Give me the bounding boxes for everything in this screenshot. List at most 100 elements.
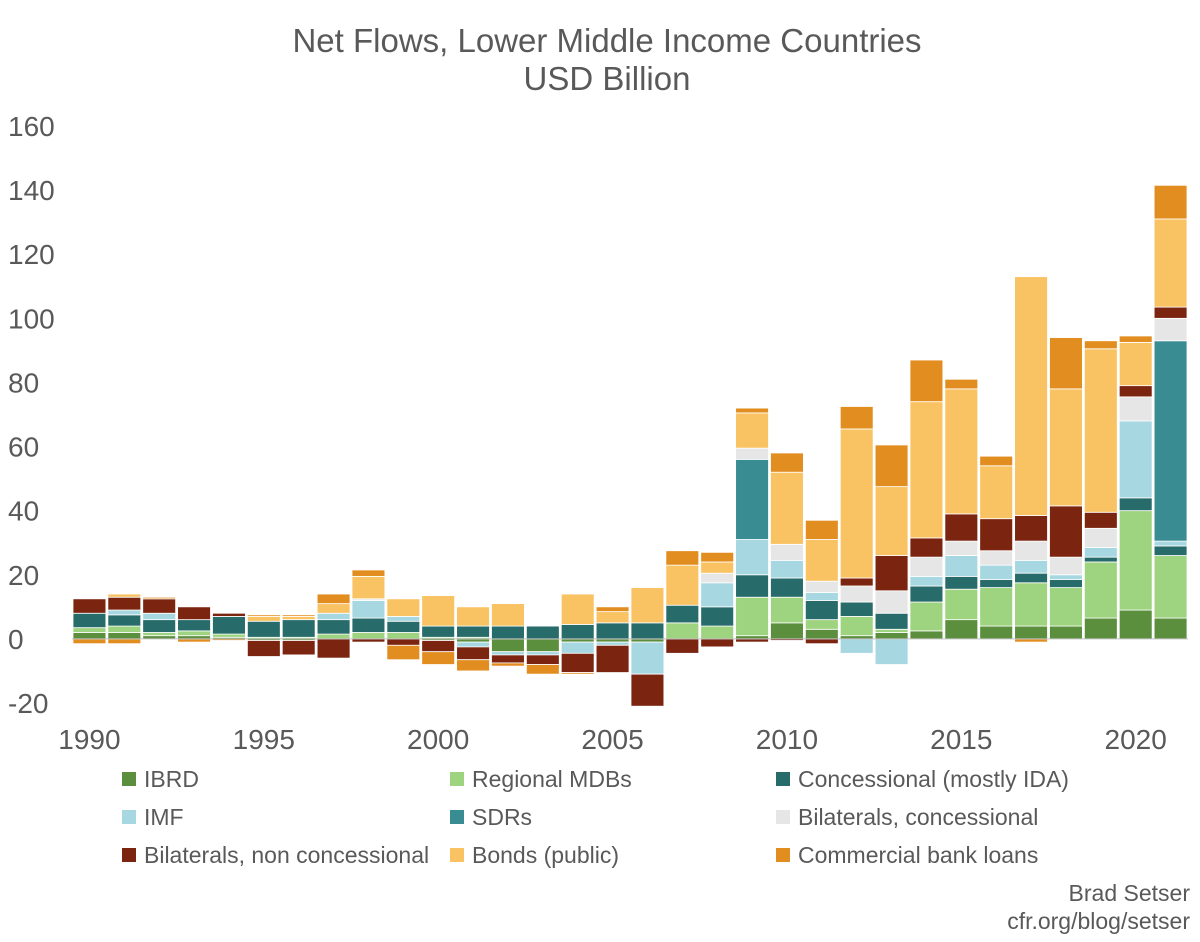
legend-label-bonds-public: Bonds (public) [472, 842, 619, 868]
bar-bonds-public-1998 [351, 575, 386, 600]
bar-bilaterals-non-concessional-2014 [909, 537, 944, 558]
bar-regional-mdbs-2017 [1014, 582, 1048, 627]
bar-concessional-mostly-ida-2005 [595, 622, 630, 640]
bar-bilaterals-non-concessional-2007 [665, 638, 700, 654]
bar-bilaterals-non-concessional-2013 [874, 555, 909, 592]
y-tick-label: 20 [8, 560, 39, 591]
bar-bilaterals-concessional-2020 [1118, 396, 1153, 422]
bar-bilaterals-concessional-2008 [700, 572, 735, 584]
bar-commercial-bank-loans-2003 [525, 664, 560, 675]
legend-swatch-bilaterals-concessional [776, 810, 790, 824]
bar-bilaterals-non-concessional-2019 [1083, 511, 1118, 529]
bar-bonds-public-2004 [560, 593, 595, 625]
bar-regional-mdbs-2019 [1083, 561, 1118, 619]
bar-commercial-bank-loans-2013 [874, 444, 909, 488]
legend-label-ibrd: IBRD [144, 766, 199, 792]
bar-bilaterals-non-concessional-1999 [386, 638, 421, 646]
bar-bilaterals-concessional-2011 [804, 580, 839, 593]
bar-regional-mdbs-2013 [874, 628, 909, 633]
bar-regional-mdbs-2009 [735, 596, 769, 637]
bar-bilaterals-non-concessional-2015 [944, 513, 979, 542]
bar-regional-mdbs-2021 [1153, 555, 1188, 619]
bar-imf-2006 [630, 641, 665, 675]
bar-bilaterals-concessional-2015 [944, 540, 979, 556]
bar-concessional-mostly-ida-1996 [281, 619, 316, 638]
bar-commercial-bank-loans-2021 [1153, 184, 1188, 220]
bar-regional-mdbs-1997 [316, 633, 351, 640]
bar-regional-mdbs-1992 [142, 632, 177, 637]
bar-bilaterals-non-concessional-2004 [560, 652, 595, 673]
bar-commercial-bank-loans-2014 [909, 359, 944, 403]
legend-label-imf: IMF [144, 804, 184, 830]
bar-commercial-bank-loans-1992 [142, 596, 177, 600]
bar-regional-mdbs-2015 [944, 588, 979, 621]
bar-bonds-public-2015 [944, 388, 979, 515]
bar-bilaterals-concessional-2012 [839, 585, 874, 603]
x-tick-label: 2000 [407, 724, 469, 755]
bar-bonds-public-1996 [281, 616, 316, 621]
bar-concessional-mostly-ida-2017 [1014, 572, 1048, 584]
bar-commercial-bank-loans-2020 [1118, 335, 1153, 343]
bar-bonds-public-2010 [770, 471, 804, 545]
x-axis: 1990 1995 2000 2005 2010 2015 2020 [58, 724, 1167, 755]
bar-concessional-mostly-ida-2013 [874, 612, 909, 630]
bar-bilaterals-non-concessional-1992 [142, 598, 177, 614]
bar-bonds-public-2005 [595, 611, 630, 624]
bar-imf-2002 [491, 651, 525, 656]
bar-commercial-bank-loans-2009 [735, 407, 769, 414]
bar-bilaterals-non-concessional-1997 [316, 638, 351, 659]
y-tick-label: 120 [8, 239, 55, 270]
bar-bonds-public-2014 [909, 401, 944, 539]
bar-bilaterals-concessional-2009 [735, 447, 769, 460]
bar-commercial-bank-loans-1997 [316, 593, 351, 605]
bar-bonds-public-1997 [316, 603, 351, 614]
legend-swatch-bilaterals-non-concessional [122, 848, 136, 862]
legend-label-regional-mdbs: Regional MDBs [472, 766, 632, 792]
bar-commercial-bank-loans-2019 [1083, 340, 1118, 350]
bar-imf-2008 [700, 582, 735, 608]
bar-bonds-public-2020 [1118, 341, 1153, 387]
bar-imf-2021 [1153, 540, 1188, 547]
bar-bonds-public-1991 [107, 593, 142, 598]
bar-commercial-bank-loans-1991 [107, 638, 142, 645]
bar-imf-2018 [1049, 574, 1083, 580]
bar-bilaterals-concessional-2019 [1083, 527, 1118, 548]
bar-ibrd-2013 [874, 632, 909, 640]
legend-label-bilaterals-concessional: Bilaterals, concessional [798, 804, 1038, 830]
bar-concessional-mostly-ida-2014 [909, 585, 944, 603]
bar-bilaterals-non-concessional-1993 [177, 606, 211, 621]
bar-concessional-mostly-ida-1999 [386, 620, 421, 633]
bar-concessional-mostly-ida-2011 [804, 600, 839, 621]
bar-bilaterals-concessional-2014 [909, 556, 944, 577]
y-tick-label: 100 [8, 303, 55, 334]
bar-ibrd-2002 [491, 638, 525, 653]
bar-regional-mdbs-2018 [1049, 587, 1083, 627]
bar-imf-1999 [386, 616, 421, 622]
bar-bilaterals-non-concessional-2011 [804, 638, 839, 645]
bar-regional-mdbs-2011 [804, 619, 839, 630]
bar-imf-2004 [560, 641, 595, 654]
bar-concessional-mostly-ida-2003 [525, 625, 560, 640]
bar-bonds-public-2000 [421, 595, 456, 627]
bar-commercial-bank-loans-2018 [1049, 337, 1083, 390]
bar-imf-1992 [142, 612, 177, 621]
x-tick-label: 2010 [756, 724, 818, 755]
y-tick-label: 60 [8, 432, 39, 463]
bar-commercial-bank-loans-2015 [944, 378, 979, 390]
bar-imf-2019 [1083, 547, 1118, 558]
legend-label-concessional-mostly-ida: Concessional (mostly IDA) [798, 766, 1069, 792]
bar-regional-mdbs-2016 [979, 587, 1014, 627]
bar-bonds-public-2013 [874, 486, 909, 556]
bar-imf-2010 [770, 559, 804, 579]
bar-ibrd-2014 [909, 630, 944, 640]
legend: IBRD Regional MDBs Concessional (mostly ID… [122, 766, 1069, 868]
bar-bilaterals-non-concessional-2001 [456, 646, 490, 661]
chart-title: Net Flows, Lower Middle Income Countries [292, 22, 921, 59]
bar-ibrd-2016 [979, 625, 1014, 640]
bar-concessional-mostly-ida-2015 [944, 575, 979, 590]
bar-regional-mdbs-1999 [386, 632, 421, 640]
bar-concessional-mostly-ida-2020 [1118, 497, 1153, 512]
bar-commercial-bank-loans-2016 [979, 455, 1014, 467]
legend-swatch-regional-mdbs [450, 772, 464, 786]
